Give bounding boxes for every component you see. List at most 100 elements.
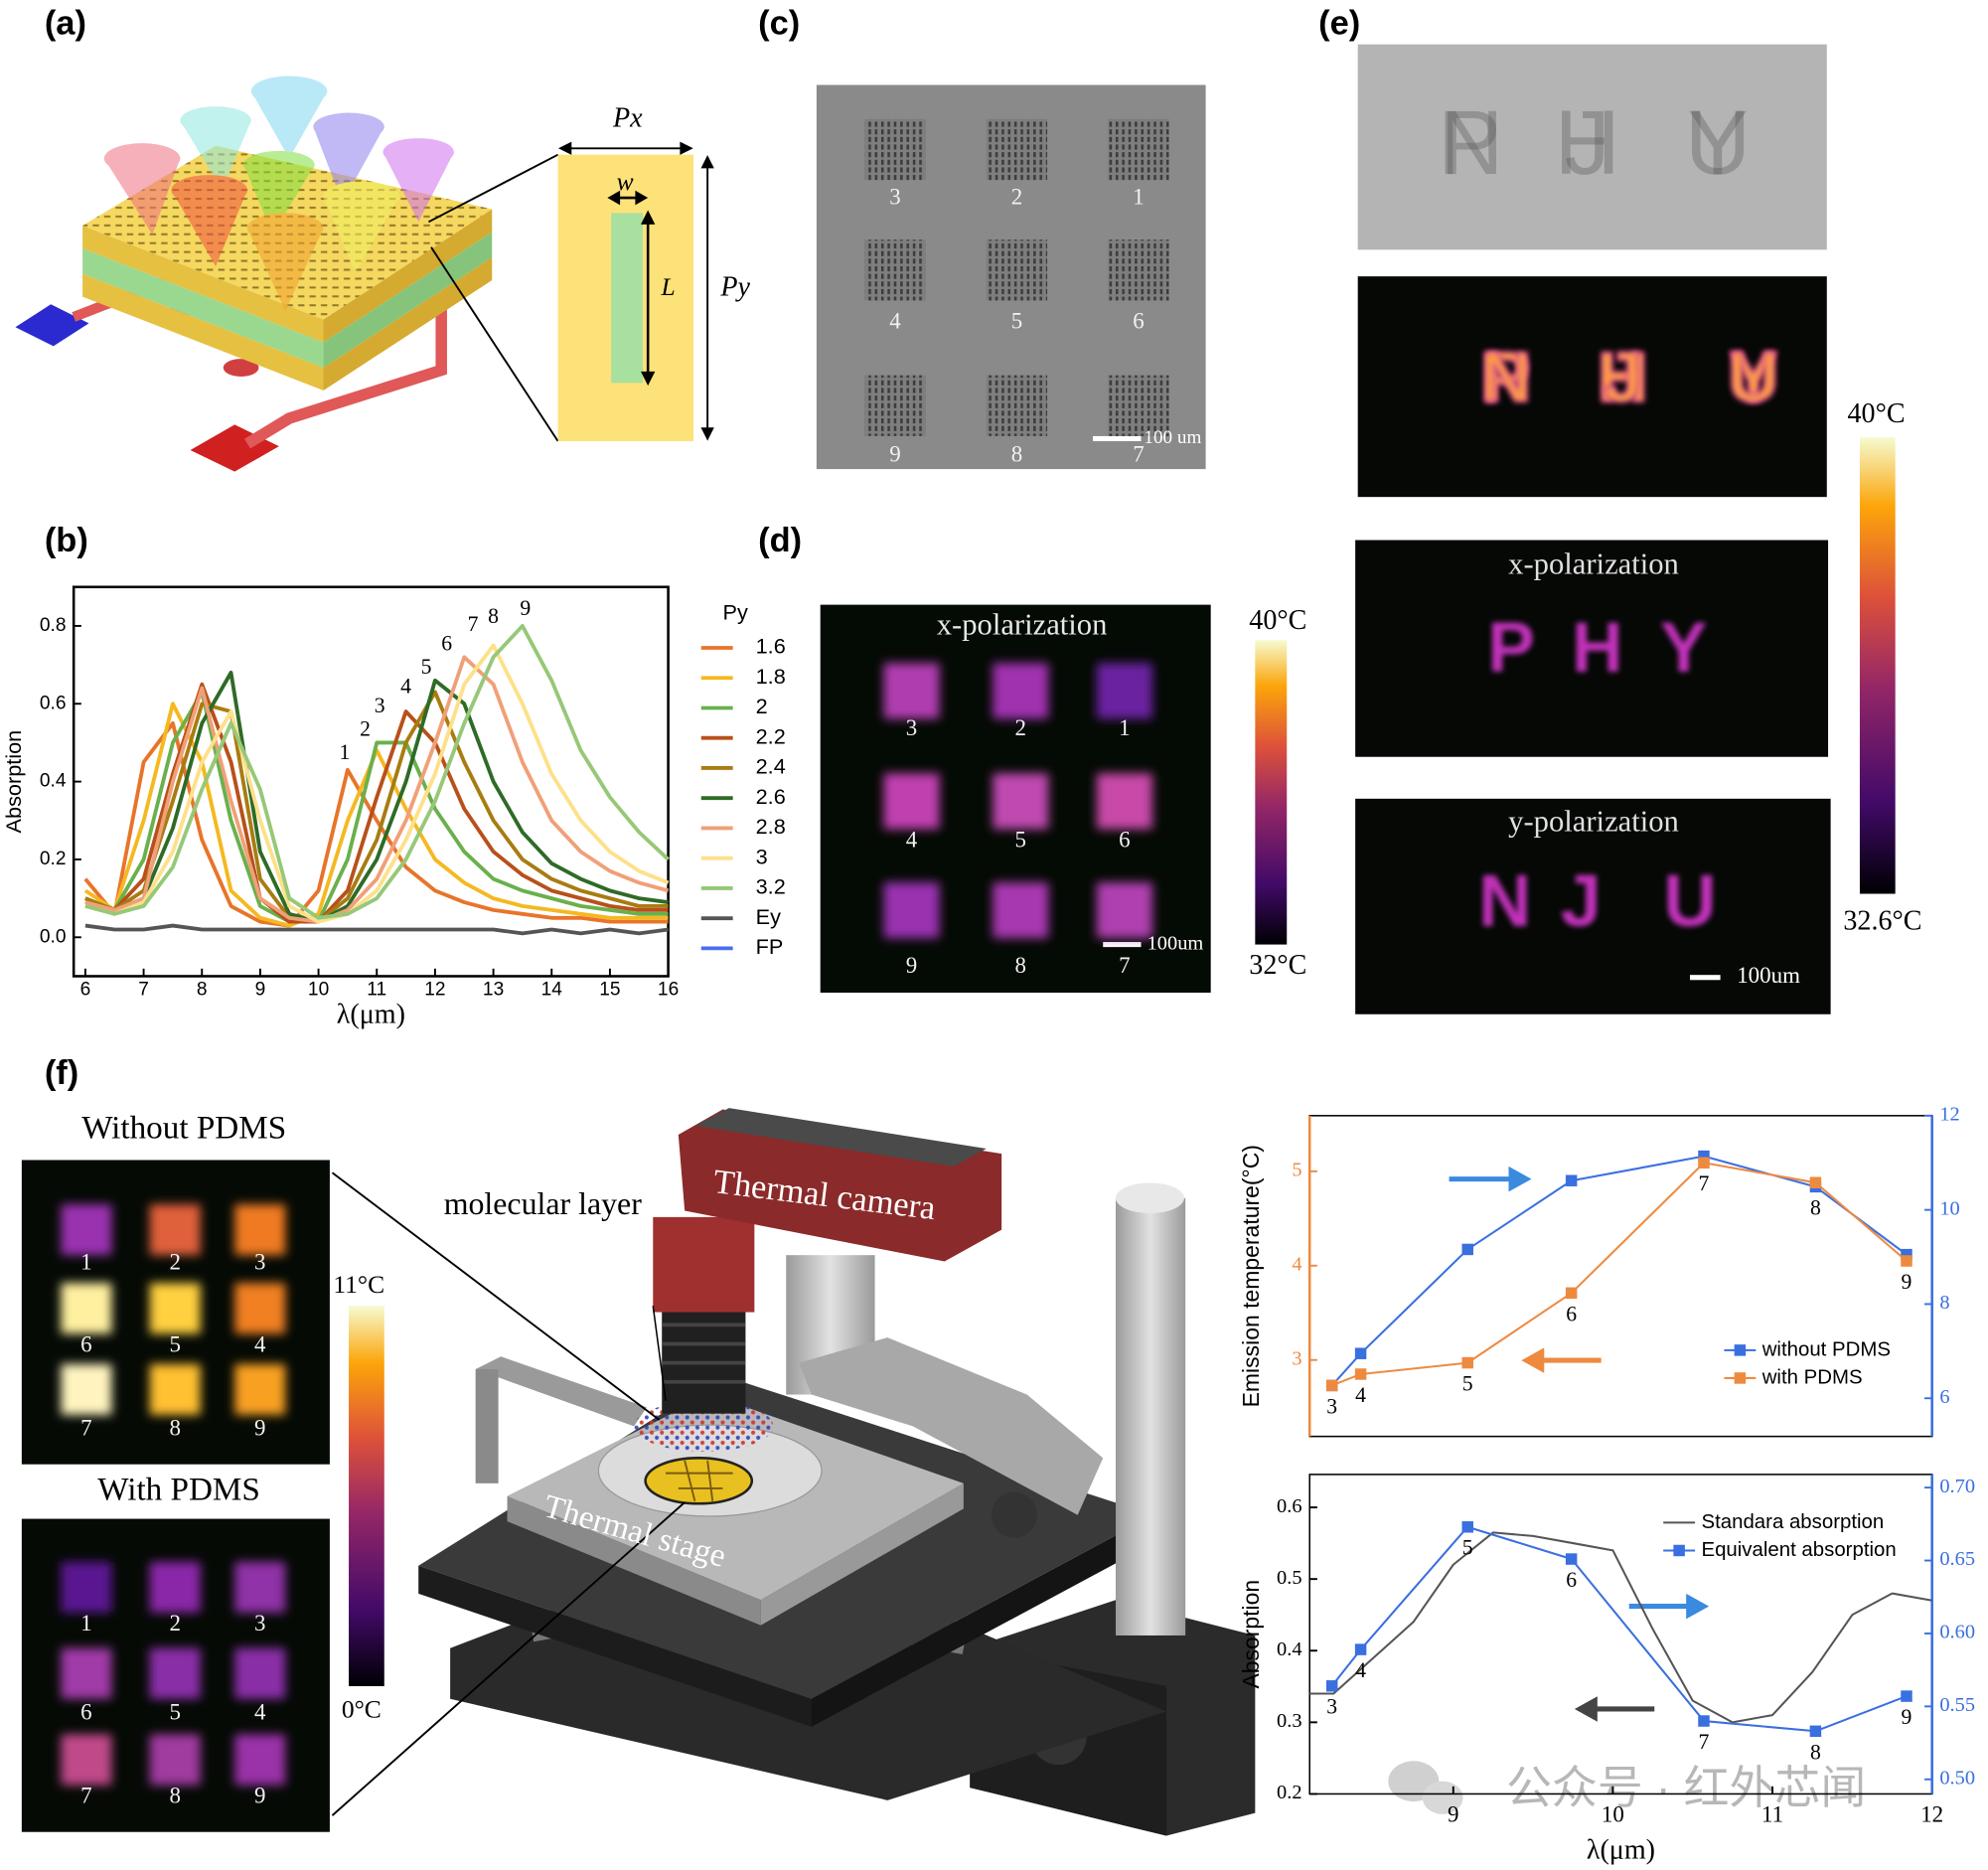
spot-number: 5: [1015, 827, 1026, 852]
colorbar: [1859, 437, 1896, 894]
y2-tick-label: 10: [1939, 1197, 1959, 1219]
thermal-spot: [61, 1561, 112, 1613]
y2-tick-label: 0.65: [1939, 1548, 1975, 1570]
x-tick-label: 11: [1761, 1802, 1783, 1827]
spot-number: 1: [80, 1249, 91, 1274]
point-label: 9: [1902, 1270, 1912, 1294]
data-point: [1461, 1521, 1473, 1533]
image-caption: x-polarization: [937, 608, 1108, 642]
panel-label: (c): [758, 5, 800, 43]
spot-number: 2: [1015, 715, 1026, 740]
grating: [864, 239, 926, 301]
spot-number: 5: [170, 1331, 181, 1356]
y2-tick-label: 0.70: [1939, 1476, 1975, 1497]
data-point: [1901, 1248, 1912, 1261]
legend-swatch: [1734, 1344, 1747, 1356]
y2-tick-label: 0.50: [1939, 1767, 1975, 1789]
panel-label: (f): [45, 1054, 78, 1092]
x-tick-label: 15: [599, 980, 620, 1001]
point-label: 4: [1355, 1658, 1366, 1682]
y2-tick-label: 6: [1939, 1386, 1949, 1408]
x-tick-label: 8: [197, 980, 208, 1001]
thermal-spot: [149, 1647, 201, 1699]
x-tick-label: 12: [1920, 1802, 1943, 1827]
grating: [864, 118, 926, 181]
spot-number: 6: [80, 1331, 91, 1356]
letter-pattern: Y: [1730, 338, 1777, 417]
plot-frame: [72, 585, 670, 978]
x-tick-label: 9: [255, 980, 266, 1001]
point-label: 5: [1462, 1536, 1473, 1560]
letter-pattern: H: [1598, 338, 1649, 417]
thermal-spot: [234, 1561, 286, 1613]
scale-bar: [1103, 942, 1142, 948]
x-tick-label: 16: [658, 980, 679, 1001]
y-tick-label: 3: [1292, 1347, 1301, 1369]
thermal-spot: [883, 882, 940, 939]
thermal-spot: [149, 1561, 201, 1613]
data-point: [1809, 1176, 1822, 1188]
colorbar: [1255, 640, 1288, 945]
series-line: [84, 690, 669, 924]
x-tick-label: 9: [1448, 1802, 1458, 1827]
data-point: [1354, 1347, 1367, 1359]
grating-number: 2: [1011, 185, 1022, 210]
scale-label: 100 um: [1144, 427, 1201, 448]
spot-number: 2: [170, 1611, 181, 1636]
dimension-label: Py: [719, 271, 750, 302]
thermal-spot: [234, 1204, 286, 1256]
y-tick-label: 0.4: [1277, 1638, 1302, 1660]
thermal-image: [1355, 540, 1829, 757]
data-point: [1461, 1243, 1473, 1256]
series-line: [84, 655, 670, 924]
dimension-label: Px: [612, 103, 643, 134]
colorbar-label: 32.6°C: [1843, 905, 1921, 936]
grating: [1108, 118, 1169, 181]
legend-label: Equivalent absorption: [1701, 1539, 1896, 1561]
data-point: [1698, 1157, 1710, 1169]
spot-number: 7: [80, 1784, 91, 1808]
spot-number: 2: [170, 1249, 181, 1274]
legend-label: 1.8: [756, 664, 786, 689]
letter-pattern: J: [1603, 338, 1642, 417]
x-tick-label: 11: [367, 980, 386, 1001]
spot-number: 3: [906, 715, 917, 740]
spot-number: 7: [1119, 953, 1130, 978]
device-schematic: [15, 76, 714, 472]
peak-label: 6: [441, 631, 452, 655]
sem-image: [1357, 44, 1827, 250]
grating-number: 3: [889, 185, 900, 210]
thermal-spot: [234, 1734, 286, 1786]
legend-swatch: [1673, 1544, 1685, 1557]
grating: [986, 239, 1048, 301]
thermal-spot: [149, 1734, 201, 1786]
colorbar-label: 40°C: [1249, 605, 1306, 636]
x-tick-label: 6: [80, 980, 91, 1001]
letter-pattern: J: [1565, 92, 1610, 194]
thermal-spot: [61, 1204, 112, 1256]
point-label: 6: [1566, 1568, 1577, 1592]
thermal-spot: [61, 1734, 112, 1786]
setup-illustration: [331, 1108, 1256, 1836]
y2-tick-label: 8: [1939, 1292, 1949, 1314]
scale-label: 100um: [1737, 963, 1800, 988]
spot-number: 9: [906, 953, 917, 978]
grating: [1108, 239, 1169, 301]
grating-number: 4: [889, 309, 901, 334]
thermal-spot: [883, 773, 940, 830]
spot-number: 4: [254, 1331, 266, 1356]
panel-label: (b): [45, 522, 88, 559]
grating-number: 7: [1133, 442, 1144, 467]
point-label: 5: [1462, 1372, 1473, 1396]
legend-label: 2.4: [756, 754, 786, 779]
y-tick-label: 0.8: [40, 615, 67, 636]
colorbar: [349, 1306, 384, 1686]
legend-label: 3: [756, 844, 768, 868]
thermal-spot: [234, 1363, 286, 1415]
grating-number: 5: [1011, 309, 1022, 334]
panel-label: (a): [45, 5, 86, 43]
data-point: [1354, 1643, 1367, 1655]
x-tick-label: 12: [424, 980, 445, 1001]
